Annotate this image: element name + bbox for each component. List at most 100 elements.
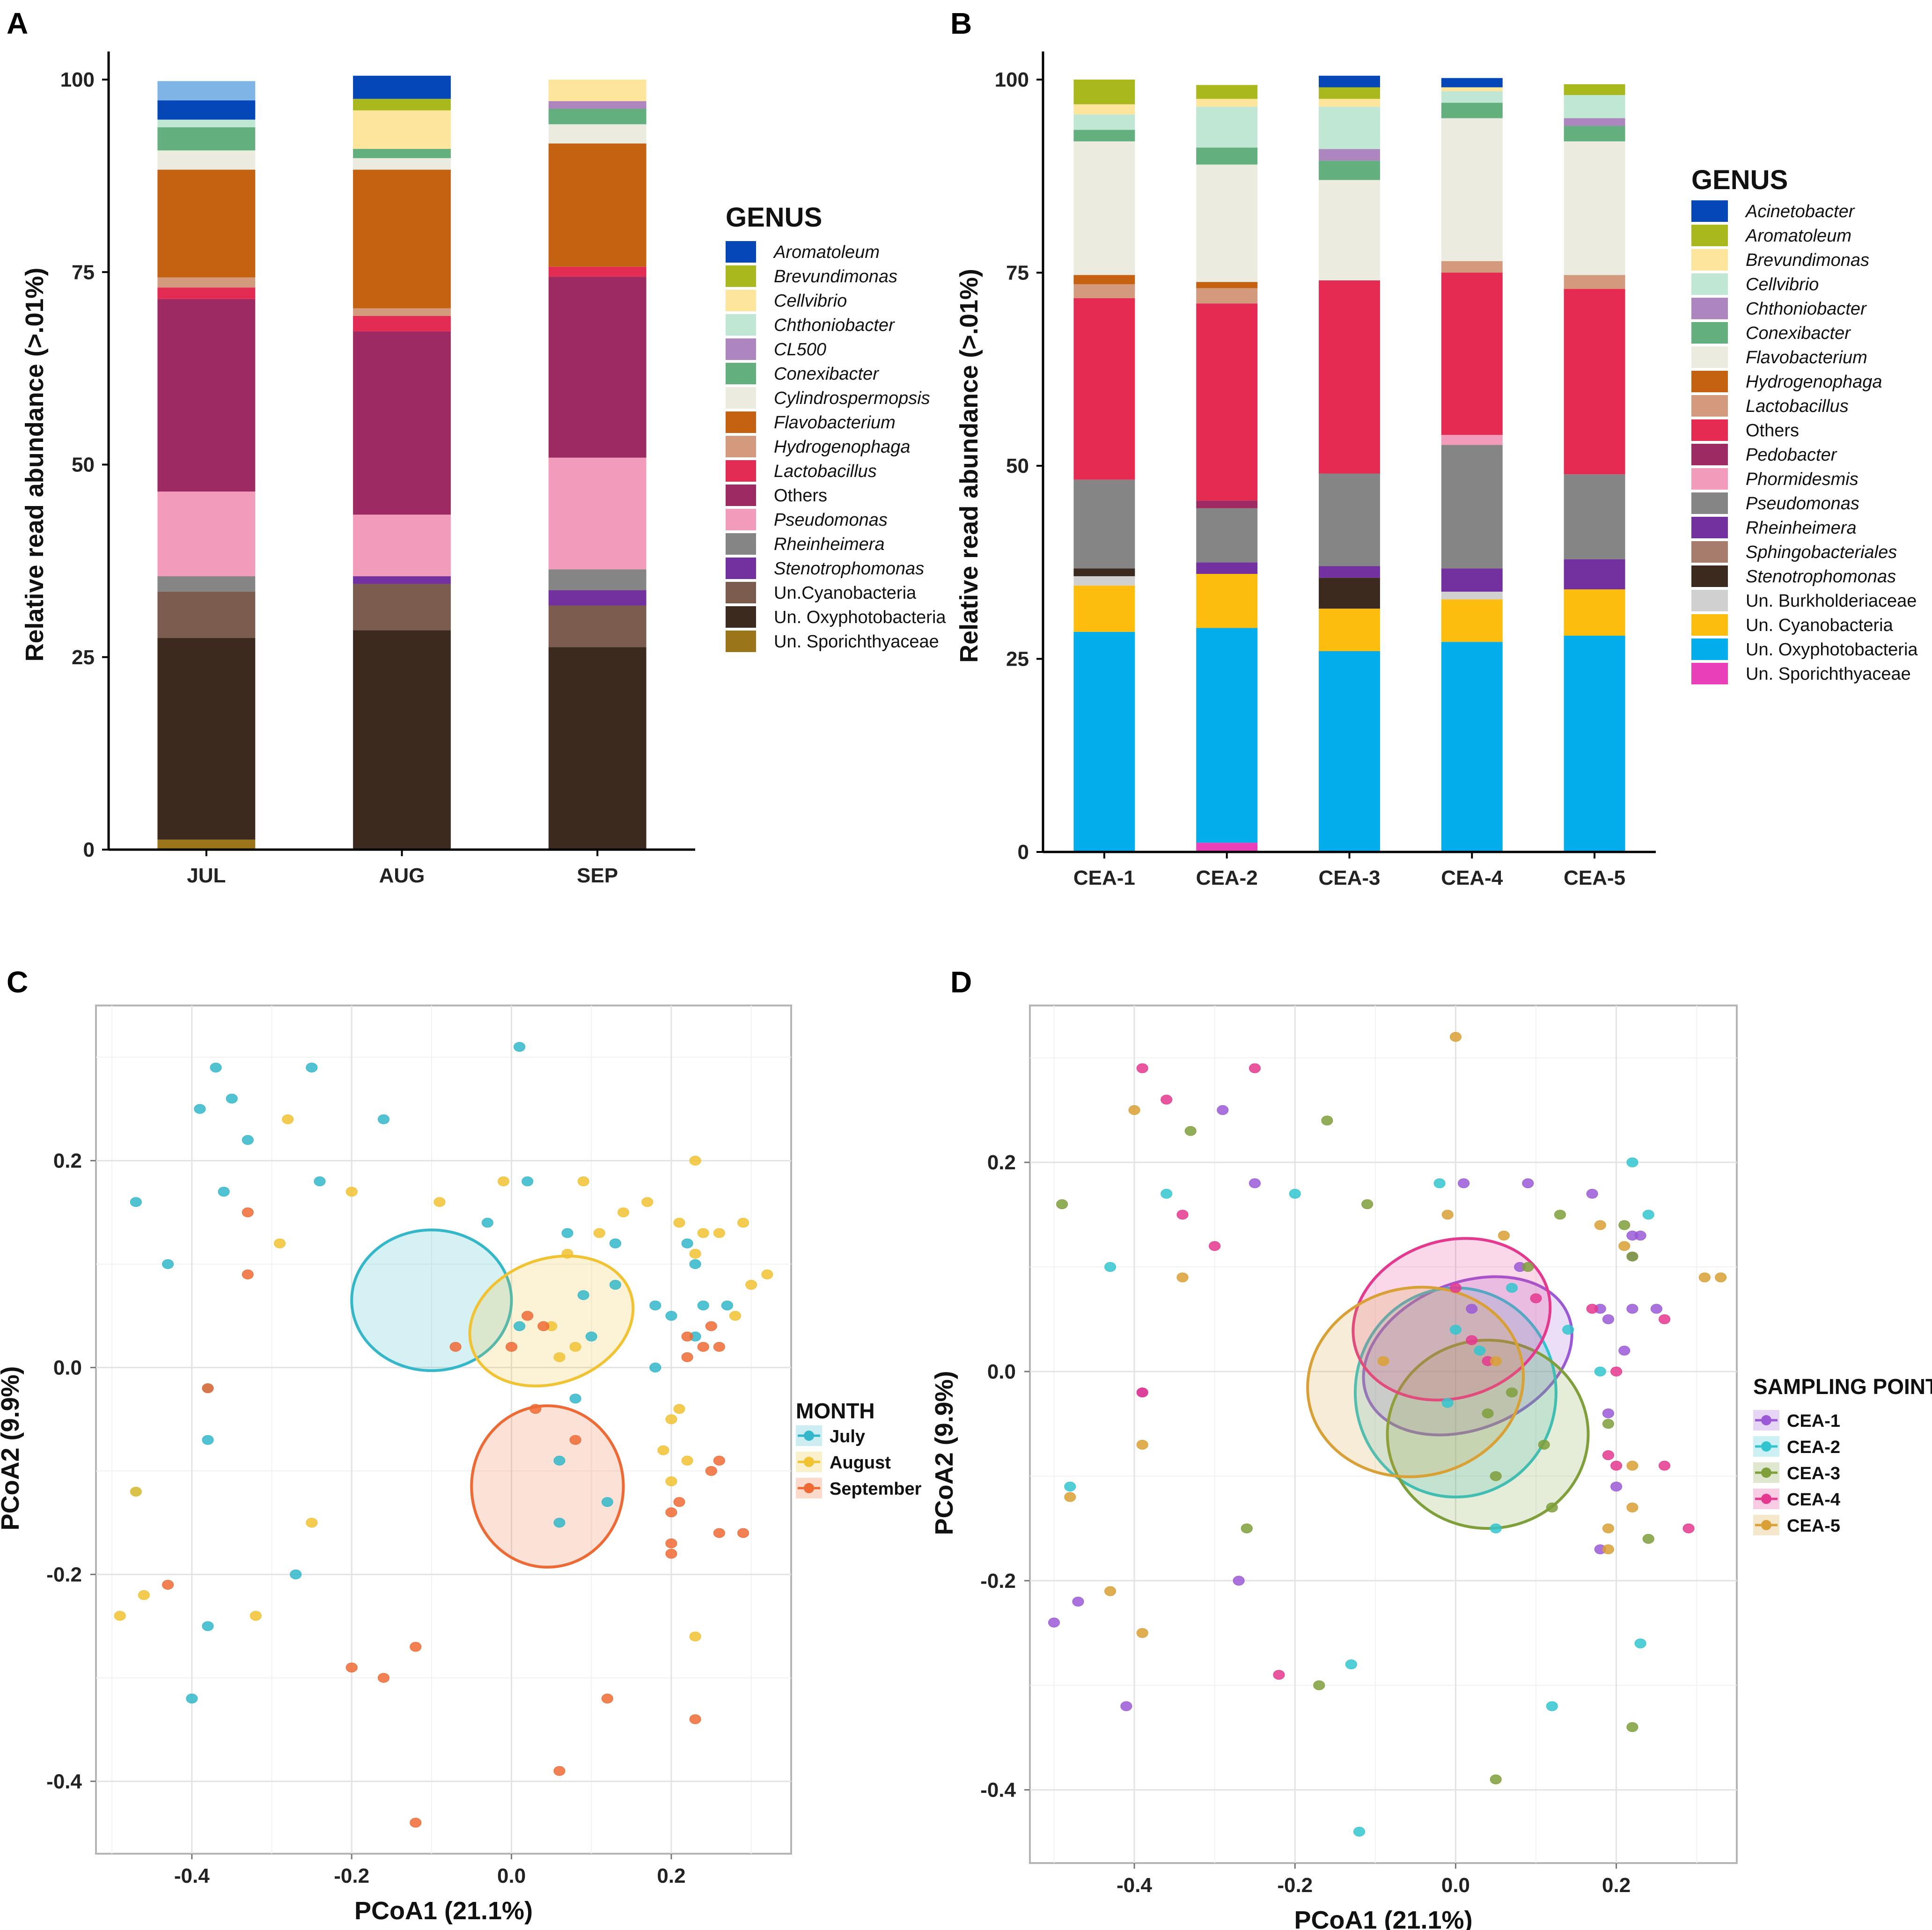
scatter-point-cea-4 [1161, 1094, 1173, 1105]
legend-label: Brevundimonas [774, 267, 897, 286]
bar-segment-cea-5-15 [1564, 118, 1625, 126]
scatter-point-july [609, 1238, 621, 1248]
x-tick-label: SEP [577, 864, 618, 887]
bar-segment-jul-4 [157, 576, 256, 592]
bar-segment-sep-11 [548, 109, 646, 125]
scatter-point-august [761, 1270, 773, 1280]
scatter-point-cea-1 [1586, 1189, 1598, 1199]
scatter-point-august [665, 1414, 677, 1424]
legend-swatch [726, 484, 756, 506]
legend-swatch [1691, 614, 1728, 636]
legend-swatch [1691, 225, 1728, 246]
scatter-point-cea-4 [1659, 1460, 1671, 1471]
scatter-point-cea-5 [1715, 1272, 1727, 1283]
scatter-point-cea-5 [1594, 1220, 1606, 1230]
y-tick-label: 100 [995, 68, 1029, 91]
scatter-point-cea-2 [1626, 1157, 1638, 1167]
legend-swatch [726, 241, 756, 263]
bar-segment-cea-1-12 [1073, 275, 1135, 285]
legend-title: SAMPLING POINT [1753, 1374, 1932, 1399]
scatter-point-cea-4 [1449, 1283, 1462, 1293]
bar-segment-cea-2-18 [1196, 85, 1258, 99]
legend-label: CEA-2 [1787, 1438, 1840, 1457]
scatter-point-july [514, 1321, 526, 1331]
scatter-point-cea-5 [1626, 1460, 1638, 1471]
bar-segment-cea-1-11 [1073, 284, 1135, 298]
scatter-point-july [377, 1114, 389, 1124]
bar-segment-aug-9 [353, 169, 451, 308]
scatter-point-cea-3 [1618, 1220, 1631, 1230]
bar-segment-cea-4-16 [1441, 91, 1503, 103]
legend-label: Flavobacterium [774, 413, 896, 433]
scatter-point-cea-5 [1136, 1439, 1148, 1450]
y-tick-label: 0.0 [987, 1360, 1016, 1383]
scatter-point-august [138, 1590, 150, 1600]
legend-label: Rheinheimera [774, 535, 885, 554]
scatter-point-cea-2 [1104, 1262, 1117, 1272]
scatter-point-cea-2 [1433, 1178, 1446, 1189]
scatter-point-july [609, 1280, 621, 1290]
scatter-point-september [697, 1342, 709, 1352]
chart-panel-c: -0.4 -0.2 0.0 0.2 -0.4 -0.2 0.0 0.2 PCoA1 (21.1%… [0, 1005, 922, 1925]
bar-segment-cea-5-10 [1564, 289, 1625, 475]
legend-label: Cylindrospermopsis [774, 389, 930, 408]
scatter-point-cea-3 [1490, 1774, 1502, 1784]
bar-segment-sep-5 [548, 457, 646, 570]
bar-segment-cea-3-16 [1319, 106, 1380, 149]
scatter-point-september [537, 1321, 550, 1331]
bar-segment-sep-9 [548, 143, 646, 267]
bar-segment-jul-0 [157, 839, 256, 850]
scatter-point-september [202, 1383, 214, 1394]
scatter-point-july [681, 1238, 693, 1248]
scatter-point-july [162, 1259, 174, 1269]
scatter-point-cea-3 [1642, 1534, 1654, 1544]
legend-swatch [1691, 200, 1728, 222]
bar-segment-sep-3 [548, 590, 646, 606]
scatter-point-cea-1 [1249, 1178, 1261, 1189]
bar-segment-jul-13 [157, 119, 256, 127]
scatter-point-september [162, 1579, 174, 1590]
bar-segment-cea-4-2 [1441, 599, 1503, 642]
x-tick-label: 0.2 [657, 1864, 685, 1887]
bar-segment-cea-3-18 [1319, 87, 1380, 99]
scatter-point-cea-4 [1586, 1304, 1598, 1314]
scatter-point-cea-3 [1626, 1722, 1638, 1732]
x-tick-label: -0.2 [334, 1864, 369, 1887]
legend-label: Phormidesmis [1746, 470, 1859, 489]
bar-segment-cea-1-18 [1073, 80, 1135, 104]
bar-segment-aug-6 [353, 331, 451, 515]
scatter-point-august [745, 1280, 757, 1290]
scatter-point-cea-3 [1554, 1210, 1566, 1220]
chart-panel-d: -0.4 -0.2 0.0 0.2 -0.4 -0.2 0.0 0.2 PCoA1 (21.1%… [930, 1005, 1932, 1930]
y-axis-title: PCoA2 (9.9%) [0, 1366, 24, 1530]
legend-swatch [1691, 492, 1728, 514]
legend-swatch [1691, 565, 1728, 587]
scatter-point-september [242, 1207, 254, 1218]
legend-label: July [830, 1427, 865, 1446]
y-tick-label: 25 [72, 646, 95, 669]
legend-label: Pseudomonas [774, 510, 888, 530]
bar-segment-cea-5-7 [1564, 474, 1625, 559]
scatter-point-cea-3 [1482, 1408, 1494, 1418]
bar-segment-cea-1-7 [1073, 479, 1135, 569]
scatter-point-cea-3 [1321, 1115, 1333, 1126]
scatter-point-cea-5 [1441, 1210, 1454, 1220]
scatter-point-cea-3 [1538, 1439, 1550, 1450]
bar-segment-cea-3-6 [1319, 566, 1380, 578]
bar-segment-cea-3-13 [1319, 180, 1380, 280]
scatter-point-cea-2 [1064, 1482, 1076, 1492]
bar-segment-cea-2-0 [1196, 843, 1258, 852]
x-tick-label: CEA-1 [1073, 866, 1135, 889]
x-axis-title: PCoA1 (21.1%) [354, 1897, 533, 1925]
bar-segment-sep-12 [548, 101, 646, 109]
panel-letter-d: D [950, 965, 972, 999]
bar-segment-sep-6 [548, 277, 646, 458]
scatter-point-july [194, 1104, 206, 1114]
scatter-point-august [737, 1218, 749, 1228]
scatter-point-september [705, 1466, 717, 1476]
legend-key-point [1761, 1494, 1771, 1504]
bar-segment-cea-2-12 [1196, 282, 1258, 288]
bar-segment-jul-1 [157, 638, 256, 840]
bar-segment-cea-4-1 [1441, 642, 1503, 852]
scatter-point-september [569, 1435, 581, 1445]
